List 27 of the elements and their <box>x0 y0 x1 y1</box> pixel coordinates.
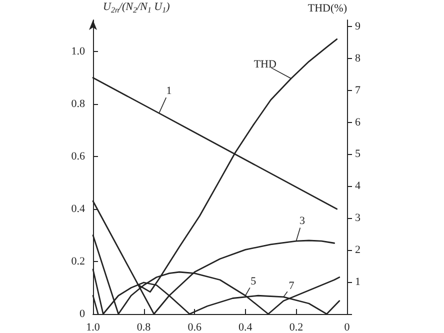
series-label: 3 <box>299 215 306 228</box>
y-tick-label: 0.2 <box>71 256 85 268</box>
x-tick-label: 1.0 <box>86 322 100 333</box>
y2-tick-label: 9 <box>355 20 361 32</box>
y2-tick-label: 4 <box>355 180 361 192</box>
y-tick-label: 0.6 <box>71 150 86 162</box>
x-tick-label: 0.8 <box>136 322 152 333</box>
y2-tick-label: 2 <box>355 244 360 256</box>
y-tick-label: 0.4 <box>71 203 86 215</box>
x-tick-label: 0.4 <box>238 322 253 333</box>
x-tick-label: 0.2 <box>289 322 304 333</box>
y2-tick-label: 5 <box>355 148 361 160</box>
series-label: 5 <box>250 276 257 288</box>
series-label: THD <box>254 58 276 70</box>
y2-tick-label: 7 <box>355 84 361 96</box>
series-label: 7 <box>288 280 295 292</box>
y-tick-label: 0 <box>80 308 86 320</box>
x-tick-label: 0.6 <box>188 322 202 333</box>
x-tick-label: 0 <box>344 322 350 333</box>
series-label: 1 <box>166 85 172 98</box>
y2-tick-label: 1 <box>355 276 360 288</box>
y2-tick-label: 3 <box>355 212 361 224</box>
y2-tick-label: 8 <box>355 52 361 64</box>
y-tick-label: 0.8 <box>71 98 86 110</box>
y-tick-label: 1.0 <box>71 46 86 58</box>
y2-tick-label: 6 <box>355 116 361 128</box>
y2-axis-title: THD(%) <box>308 2 348 14</box>
